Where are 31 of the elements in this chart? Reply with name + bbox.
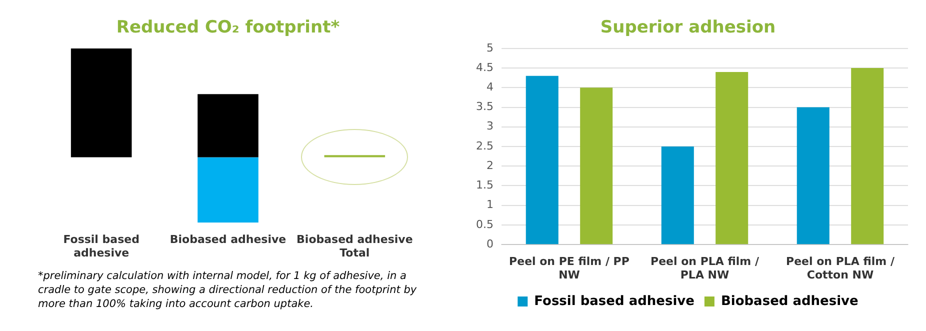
x-tick-label: Peel on PLA film / PLA NW: [650, 255, 760, 282]
bar: [796, 107, 830, 244]
x-tick-label: Fossil based adhesive: [63, 233, 140, 260]
y-tick-label: 4: [486, 80, 494, 94]
y-tick-label: 5: [486, 41, 494, 54]
bar: [716, 72, 748, 244]
bar: [580, 88, 613, 244]
bar: [851, 68, 884, 244]
bar: [198, 94, 258, 158]
y-tick-label: 0: [486, 237, 494, 250]
y-tick-label: 2.5: [476, 139, 494, 152]
chart-title: Reduced CO₂ footprint*: [116, 18, 340, 38]
chart-title: Superior adhesion: [600, 18, 776, 38]
bar: [526, 76, 558, 244]
legend-label: Biobased adhesive: [720, 294, 859, 309]
bar: [198, 157, 258, 223]
x-tick-label: Biobased adhesive Total: [296, 233, 413, 260]
y-tick-label: 3.5: [476, 100, 494, 114]
bar: [70, 48, 132, 158]
text: *preliminary calculation with internal model, for 1 kg of adhesive, in a cradle to gate scope, showing a directional reduction of the footprint by more than 100% taking into account carbon uptake.: [37, 269, 418, 311]
y-tick-label: 1: [486, 198, 494, 212]
x-tick-label: Peel on PLA film / Cotton NW: [786, 255, 896, 282]
y-tick-label: 2: [486, 158, 494, 172]
y-tick-label: 3: [486, 120, 494, 133]
x-tick-label: Biobased adhesive: [170, 233, 286, 246]
y-tick-label: 4.5: [476, 60, 494, 74]
y-tick-label: 1.5: [476, 178, 494, 192]
legend-label: Fossil based adhesive: [534, 294, 695, 309]
bar: [661, 146, 694, 244]
y-tick-label: 0.5: [476, 218, 494, 231]
x-tick-label: Peel on PE film / PP NW: [509, 255, 630, 282]
